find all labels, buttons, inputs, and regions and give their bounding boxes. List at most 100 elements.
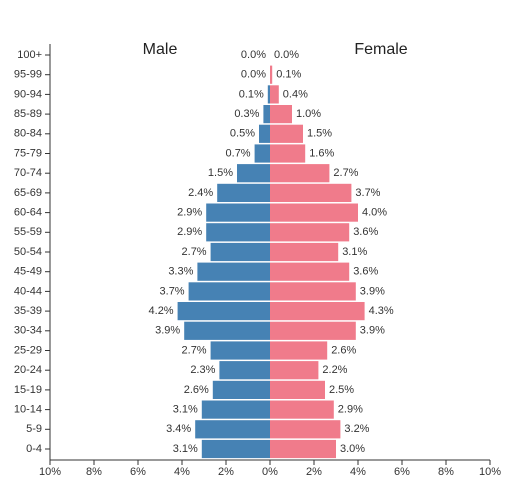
legend-label: Female [354,41,407,58]
bar [259,124,270,143]
bar [270,420,341,439]
y-tick-label: 80-84 [14,128,42,140]
bar [270,65,273,84]
value-label: 2.6% [184,384,209,396]
y-tick-label: 90-94 [14,88,42,100]
bar [206,203,270,222]
value-label: 2.7% [182,344,207,356]
value-label: 2.9% [177,226,202,238]
bar [270,302,365,321]
value-label: 3.9% [155,325,180,337]
bar [270,341,328,360]
bar [201,400,270,419]
bar [210,341,270,360]
value-label: 0.0% [241,49,266,61]
value-label: 4.3% [369,305,394,317]
bar [219,361,270,380]
bar [263,105,270,124]
y-tick-label: 70-74 [14,167,42,179]
bar [195,420,270,439]
value-label: 3.1% [173,443,198,455]
value-label: 2.9% [177,207,202,219]
y-tick-label: 10-14 [14,404,42,416]
bar [270,380,325,399]
value-label: 0.5% [230,128,255,140]
y-tick-label: 55-59 [14,226,42,238]
value-label: 3.4% [166,423,191,435]
bar [188,282,270,301]
bar [270,144,306,163]
value-label: 0.4% [283,88,308,100]
y-tick-label: 0-4 [26,443,42,455]
y-tick-label: 25-29 [14,344,42,356]
bar [270,262,350,281]
value-label: 0.1% [276,69,301,81]
value-label: 3.1% [342,246,367,258]
bar [270,85,279,104]
bar [270,242,339,262]
value-label: 3.7% [160,285,185,297]
y-tick-label: 30-34 [14,325,42,337]
bar [270,124,303,143]
value-label: 3.9% [360,325,385,337]
y-tick-label: 75-79 [14,147,42,159]
bar [212,380,270,399]
y-tick-label: 40-44 [14,285,42,297]
bar [177,302,270,321]
value-label: 1.5% [208,167,233,179]
y-tick-label: 35-39 [14,305,42,317]
value-label: 0.0% [274,49,299,61]
value-label: 3.6% [353,226,378,238]
bar [201,439,270,459]
value-label: 1.0% [296,108,321,120]
bar [217,183,270,202]
bar [237,164,270,183]
value-label: 3.7% [355,187,380,199]
legend-label: Male [143,41,178,58]
bar [270,183,352,202]
value-label: 4.2% [149,305,174,317]
bar [270,282,356,301]
value-label: 2.7% [333,167,358,179]
x-tick-label: 6% [394,466,410,478]
y-tick-label: 50-54 [14,246,42,258]
bar [270,321,356,340]
y-tick-label: 95-99 [14,69,42,81]
value-label: 2.7% [182,246,207,258]
y-tick-label: 45-49 [14,266,42,278]
bar [206,223,270,242]
value-label: 4.0% [362,207,387,219]
value-label: 3.0% [340,443,365,455]
value-label: 1.6% [309,147,334,159]
bar [270,203,358,222]
bar [270,105,292,124]
bar [270,164,330,183]
value-label: 2.4% [188,187,213,199]
y-tick-label: 85-89 [14,108,42,120]
x-tick-label: 2% [218,466,234,478]
bar [270,361,319,380]
y-tick-label: 60-64 [14,207,42,219]
value-label: 3.9% [360,285,385,297]
value-label: 3.3% [168,266,193,278]
value-label: 3.6% [353,266,378,278]
value-label: 0.7% [226,147,251,159]
bar [267,85,270,104]
bar [210,242,270,262]
value-label: 0.3% [234,108,259,120]
x-tick-label: 10% [479,466,501,478]
value-label: 1.5% [307,128,332,140]
value-label: 3.2% [344,423,369,435]
y-tick-label: 15-19 [14,384,42,396]
value-label: 2.5% [329,384,354,396]
x-tick-label: 2% [306,466,322,478]
value-label: 0.0% [241,69,266,81]
x-tick-label: 4% [174,466,190,478]
bar [184,321,270,340]
bar [197,262,270,281]
value-label: 2.3% [190,364,215,376]
bar [254,144,270,163]
y-tick-label: 20-24 [14,364,42,376]
x-tick-label: 6% [130,466,146,478]
bar [270,400,334,419]
